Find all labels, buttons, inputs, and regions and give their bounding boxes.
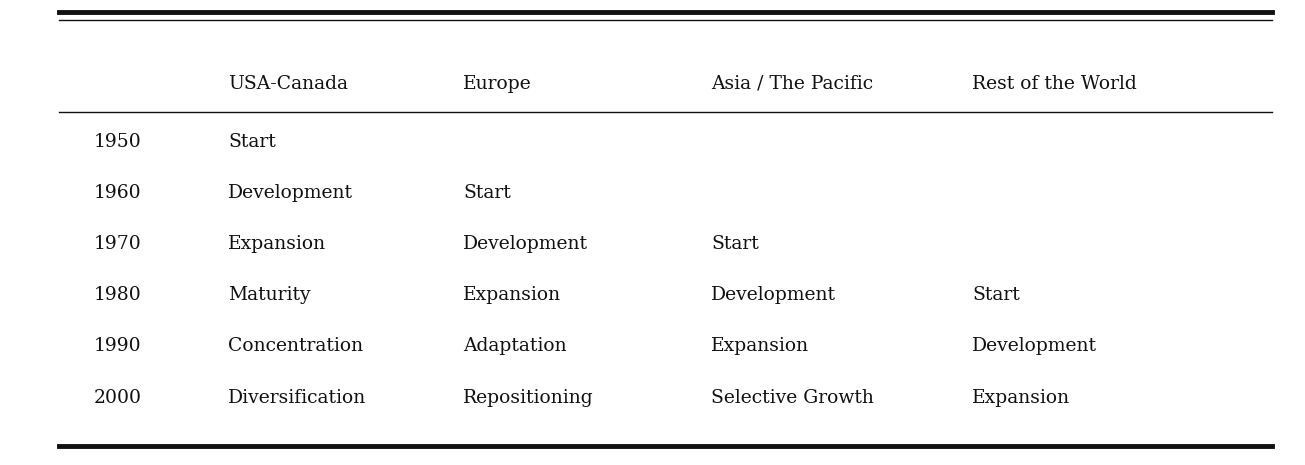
Text: 1960: 1960: [94, 184, 141, 202]
Text: USA-Canada: USA-Canada: [228, 75, 348, 93]
Text: Asia / The Pacific: Asia / The Pacific: [711, 75, 873, 93]
Text: Development: Development: [972, 338, 1098, 355]
Text: Development: Development: [463, 235, 589, 253]
Text: Diversification: Diversification: [228, 389, 367, 406]
Text: Start: Start: [972, 286, 1021, 304]
Text: Expansion: Expansion: [463, 286, 561, 304]
Text: Expansion: Expansion: [228, 235, 326, 253]
Text: 1950: 1950: [94, 133, 142, 151]
Text: Maturity: Maturity: [228, 286, 311, 304]
Text: 1990: 1990: [94, 338, 141, 355]
Text: Start: Start: [228, 133, 277, 151]
Text: Europe: Europe: [463, 75, 532, 93]
Text: 1970: 1970: [94, 235, 142, 253]
Text: Adaptation: Adaptation: [463, 338, 566, 355]
Text: Expansion: Expansion: [711, 338, 809, 355]
Text: Development: Development: [711, 286, 837, 304]
Text: Start: Start: [711, 235, 760, 253]
Text: Rest of the World: Rest of the World: [972, 75, 1137, 93]
Text: Expansion: Expansion: [972, 389, 1070, 406]
Text: Selective Growth: Selective Growth: [711, 389, 874, 406]
Text: 2000: 2000: [94, 389, 142, 406]
Text: Repositioning: Repositioning: [463, 389, 594, 406]
Text: Start: Start: [463, 184, 512, 202]
Text: 1980: 1980: [94, 286, 142, 304]
Text: Development: Development: [228, 184, 354, 202]
Text: Concentration: Concentration: [228, 338, 364, 355]
